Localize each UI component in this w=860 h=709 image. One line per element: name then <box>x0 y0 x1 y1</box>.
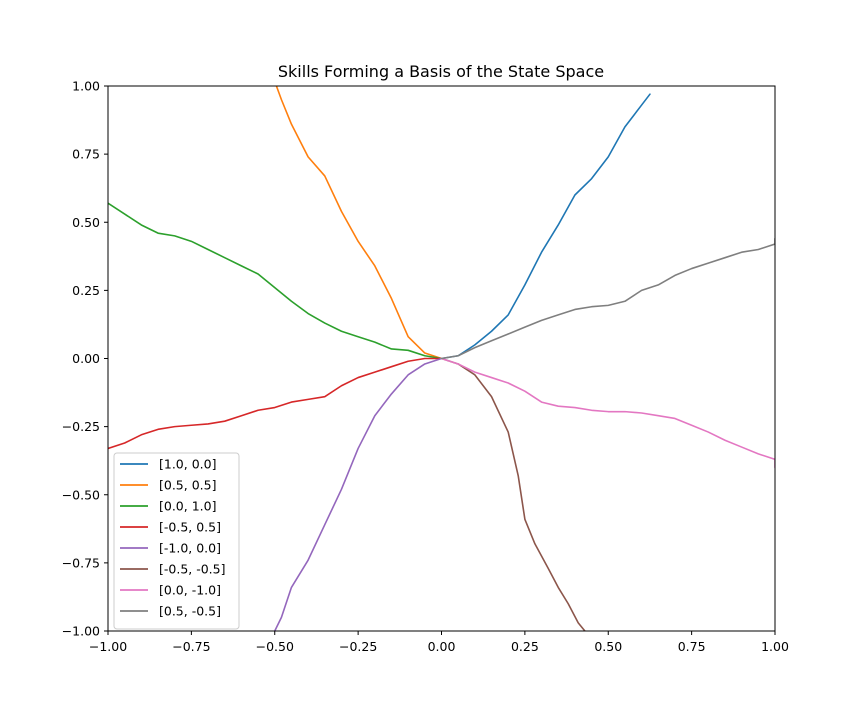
series-line-5 <box>440 357 586 631</box>
x-tick-label: −0.75 <box>172 639 210 654</box>
y-tick-label: 0.00 <box>72 351 100 366</box>
series-line-1 <box>275 86 443 360</box>
legend: [1.0, 0.0] [0.5, 0.5] [0.0, 1.0] [-0.5, 0.5… <box>113 452 240 630</box>
y-tick-label: −0.75 <box>62 555 100 570</box>
x-tick-label: −0.50 <box>256 639 294 654</box>
legend-label: [0.5, -0.5] <box>159 604 221 619</box>
legend-label: [-0.5, 0.5] <box>159 520 221 535</box>
x-tick-label: 0.00 <box>428 639 456 654</box>
x-axis: −1.00 −0.75 −0.50 −0.25 0.00 0.25 0.50 0.75 1.00 <box>89 631 789 654</box>
plot-area <box>107 85 776 632</box>
x-tick-label: 0.25 <box>511 639 539 654</box>
legend-label: [0.0, 1.0] <box>159 499 216 514</box>
series-line-2 <box>108 202 443 360</box>
y-tick-label: −1.00 <box>62 624 100 639</box>
y-tick-label: 0.75 <box>72 147 100 162</box>
series-layer <box>108 86 775 631</box>
legend-label: [0.5, 0.5] <box>159 478 216 493</box>
legend-label: [0.0, -1.0] <box>159 583 221 598</box>
y-tick-label: −0.50 <box>62 487 100 502</box>
legend-label: [1.0, 0.0] <box>159 457 216 472</box>
series-line-0 <box>440 93 651 360</box>
x-tick-label: −1.00 <box>89 639 127 654</box>
y-tick-label: −0.25 <box>62 419 100 434</box>
series-line-6 <box>440 357 775 469</box>
x-tick-label: −0.25 <box>339 639 377 654</box>
legend-box <box>113 452 240 630</box>
legend-label: [-1.0, 0.0] <box>159 541 221 556</box>
series-line-3 <box>108 357 443 450</box>
y-tick-label: 0.50 <box>72 215 100 230</box>
series-line-7 <box>440 237 775 360</box>
chart-title: Skills Forming a Basis of the State Spac… <box>278 62 604 81</box>
x-tick-label: 1.00 <box>761 639 789 654</box>
y-tick-label: 0.25 <box>72 283 100 298</box>
x-tick-label: 0.75 <box>678 639 706 654</box>
legend-label: [-0.5, -0.5] <box>159 562 225 577</box>
y-tick-label: 1.00 <box>72 79 100 94</box>
x-tick-label: 0.50 <box>594 639 622 654</box>
series-line-4 <box>273 357 443 631</box>
y-axis: −1.00 −0.75 −0.50 −0.25 0.00 0.25 0.50 0.75 1.00 <box>62 79 108 639</box>
